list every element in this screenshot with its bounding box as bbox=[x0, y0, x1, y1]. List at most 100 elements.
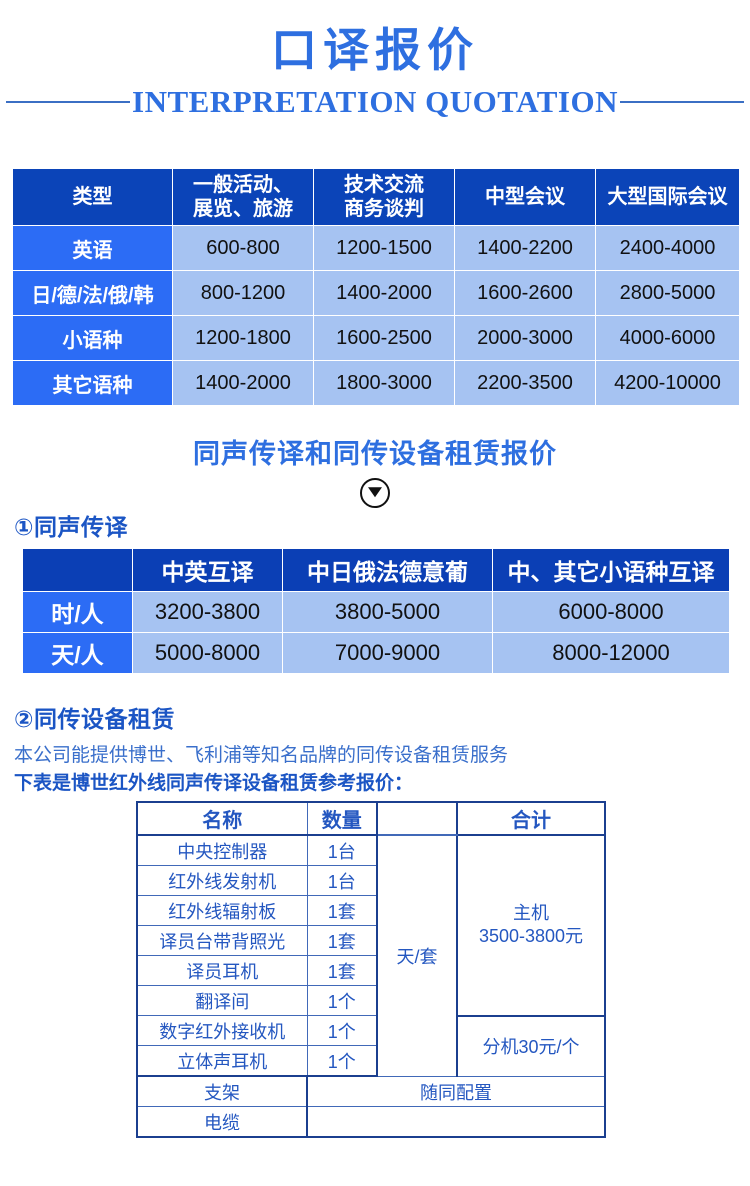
equipment-name: 立体声耳机 bbox=[136, 1045, 308, 1077]
cell-jdfrk-medium: 1600-2600 bbox=[454, 270, 596, 316]
column-header-large-conference: 大型国际会议 bbox=[595, 168, 740, 226]
equipment-name: 红外线发射机 bbox=[136, 865, 308, 896]
cell-other-general: 1400-2000 bbox=[172, 360, 314, 406]
equipment-rental-note: 下表是博世红外线同声传译设备租赁参考报价： bbox=[14, 773, 414, 794]
table-row: 译员台带背照光 1套 bbox=[136, 925, 605, 956]
table-row: 日/德/法/俄/韩 800-1200 1400-2000 1600-2600 2… bbox=[12, 270, 740, 316]
table-row: 支架 随同配置 bbox=[136, 1075, 606, 1107]
column-header-technical-l1: 技术交流 bbox=[344, 173, 424, 196]
equipment-unit-cell: 天/套 bbox=[376, 834, 458, 1077]
equipment-value-stand: 随同配置 bbox=[306, 1075, 606, 1107]
column-header-name: 名称 bbox=[136, 801, 308, 836]
column-header-empty bbox=[22, 548, 133, 592]
table-row: 数字红外接收机 1个 分机30元/个 bbox=[136, 1014, 606, 1077]
table-row: 电缆 bbox=[136, 1106, 606, 1138]
row-label-per-hour: 时/人 bbox=[22, 591, 133, 633]
column-header-qty: 数量 bbox=[306, 801, 378, 836]
equipment-qty: 1台 bbox=[306, 865, 378, 896]
row-label-english: 英语 bbox=[12, 225, 173, 271]
equipment-rental-table-wrap: 名称 数量 合计 中央控制器 1台 天/套 主机 3500-3800元 红外线发… bbox=[136, 801, 606, 1138]
table-row: 小语种 1200-1800 1600-2500 2000-3000 4000-6… bbox=[12, 315, 740, 361]
cell-minor-large: 4000-6000 bbox=[595, 315, 740, 361]
page-header: 口译报价 INTERPRETATION QUOTATION bbox=[0, 0, 750, 119]
section-label-equipment-rental: ②同传设备租赁 bbox=[14, 706, 175, 732]
column-header-unit-blank bbox=[376, 801, 458, 836]
column-header-medium-conference-l1: 中型会议 bbox=[485, 185, 565, 208]
equipment-qty: 1个 bbox=[306, 1045, 378, 1077]
column-header-general-l2: 展览、旅游 bbox=[193, 198, 293, 220]
equipment-total-sub-cell: 分机30元/个 bbox=[456, 1014, 606, 1077]
table-row: 翻译间 1个 bbox=[136, 985, 605, 1016]
table-header-row: 类型 一般活动、 展览、旅游 技术交流 商务谈判 中型会议 大型国际会议 bbox=[12, 168, 740, 226]
table-row: 中央控制器 1台 天/套 主机 3500-3800元 bbox=[136, 834, 606, 1077]
equipment-total-main-cell: 主机 3500-3800元 bbox=[456, 834, 606, 1016]
table-row: 其它语种 1400-2000 1800-3000 2200-3500 4200-… bbox=[12, 360, 740, 406]
cell-other-technical: 1800-3000 bbox=[313, 360, 455, 406]
column-header-medium-conference: 中型会议 bbox=[454, 168, 596, 226]
page-title-en-row: INTERPRETATION QUOTATION bbox=[0, 83, 750, 119]
interpretation-rate-table: 类型 一般活动、 展览、旅游 技术交流 商务谈判 中型会议 大型国际会议 bbox=[12, 168, 740, 406]
cell-jdfrk-large: 2800-5000 bbox=[595, 270, 740, 316]
column-header-type-l1: 类型 bbox=[72, 185, 113, 208]
table-row: 英语 600-800 1200-1500 1400-2200 2400-4000 bbox=[12, 225, 740, 271]
cell-english-medium: 1400-2200 bbox=[454, 225, 596, 271]
column-header-large-conference-l1: 大型国际会议 bbox=[607, 185, 728, 208]
equipment-qty: 1台 bbox=[306, 834, 378, 866]
equipment-qty: 1套 bbox=[306, 925, 378, 956]
title-rule-left bbox=[6, 100, 131, 103]
section-label-simultaneous-interpretation: ①同声传译 bbox=[14, 514, 128, 540]
cell-minor-technical: 1600-2500 bbox=[313, 315, 455, 361]
row-label-per-day: 天/人 bbox=[22, 632, 133, 674]
equipment-value-cable bbox=[306, 1106, 606, 1138]
column-header-cn-minor: 中、其它小语种互译 bbox=[492, 548, 730, 592]
row-label-minor-languages: 小语种 bbox=[12, 315, 173, 361]
cell-english-large: 2400-4000 bbox=[595, 225, 740, 271]
cell-jdfrk-technical: 1400-2000 bbox=[313, 270, 455, 316]
equipment-qty: 1套 bbox=[306, 955, 378, 986]
cell-hour-cn-en: 3200-3800 bbox=[132, 591, 283, 633]
simultaneous-rate-table-wrap: 中英互译 中日俄法德意葡 中、其它小语种互译 时/人 3200-3800 380… bbox=[22, 548, 730, 674]
equipment-qty: 1个 bbox=[306, 1015, 378, 1046]
equipment-rental-table: 名称 数量 合计 中央控制器 1台 天/套 主机 3500-3800元 红外线发… bbox=[136, 801, 606, 1138]
equipment-name: 数字红外接收机 bbox=[136, 1015, 308, 1046]
page-title-en: INTERPRETATION QUOTATION bbox=[132, 83, 618, 119]
cell-other-large: 4200-10000 bbox=[595, 360, 740, 406]
page-title-cn: 口译报价 bbox=[271, 24, 479, 76]
column-header-cn-multi: 中日俄法德意葡 bbox=[282, 548, 493, 592]
column-header-type: 类型 bbox=[12, 168, 173, 226]
section-heading-simultaneous: 同声传译和同传设备租赁报价 bbox=[193, 439, 557, 469]
equipment-name: 译员台带背照光 bbox=[136, 925, 308, 956]
cell-other-medium: 2200-3500 bbox=[454, 360, 596, 406]
table-row: 天/人 5000-8000 7000-9000 8000-12000 bbox=[22, 632, 730, 674]
cell-day-cn-en: 5000-8000 bbox=[132, 632, 283, 674]
cell-english-general: 600-800 bbox=[172, 225, 314, 271]
cell-minor-medium: 2000-3000 bbox=[454, 315, 596, 361]
equipment-name-cable: 电缆 bbox=[136, 1106, 308, 1138]
chevron-down-circle-icon-wrap bbox=[0, 478, 750, 513]
cell-minor-general: 1200-1800 bbox=[172, 315, 314, 361]
equipment-total-main-line2: 3500-3800元 bbox=[478, 926, 584, 947]
row-label-other-languages: 其它语种 bbox=[12, 360, 173, 406]
equipment-name: 红外线辐射板 bbox=[136, 895, 308, 926]
table-row: 红外线辐射板 1套 bbox=[136, 895, 605, 926]
table-header-row: 中英互译 中日俄法德意葡 中、其它小语种互译 bbox=[22, 548, 730, 592]
interpretation-rate-table-wrap: 类型 一般活动、 展览、旅游 技术交流 商务谈判 中型会议 大型国际会议 bbox=[12, 168, 740, 406]
cell-day-cn-minor: 8000-12000 bbox=[492, 632, 730, 674]
row-label-jp-de-fr-ru-kr: 日/德/法/俄/韩 bbox=[12, 270, 173, 316]
table-row: 立体声耳机 1个 bbox=[136, 1045, 605, 1077]
column-header-technical: 技术交流 商务谈判 bbox=[313, 168, 455, 226]
column-header-general-l1: 一般活动、 bbox=[193, 173, 293, 196]
equipment-qty: 1套 bbox=[306, 895, 378, 926]
cell-jdfrk-general: 800-1200 bbox=[172, 270, 314, 316]
equipment-name: 中央控制器 bbox=[136, 834, 308, 866]
table-header-row: 名称 数量 合计 bbox=[136, 801, 606, 836]
cell-english-technical: 1200-1500 bbox=[313, 225, 455, 271]
table-row: 时/人 3200-3800 3800-5000 6000-8000 bbox=[22, 591, 730, 633]
column-header-technical-l2: 商务谈判 bbox=[344, 198, 424, 220]
cell-hour-cn-multi: 3800-5000 bbox=[282, 591, 493, 633]
column-header-general: 一般活动、 展览、旅游 bbox=[172, 168, 314, 226]
column-header-total: 合计 bbox=[456, 801, 606, 836]
cell-day-cn-multi: 7000-9000 bbox=[282, 632, 493, 674]
equipment-total-main-line1: 主机 bbox=[513, 902, 549, 923]
equipment-rental-description: 本公司能提供博世、飞利浦等知名品牌的同传设备租赁服务 bbox=[14, 745, 509, 766]
